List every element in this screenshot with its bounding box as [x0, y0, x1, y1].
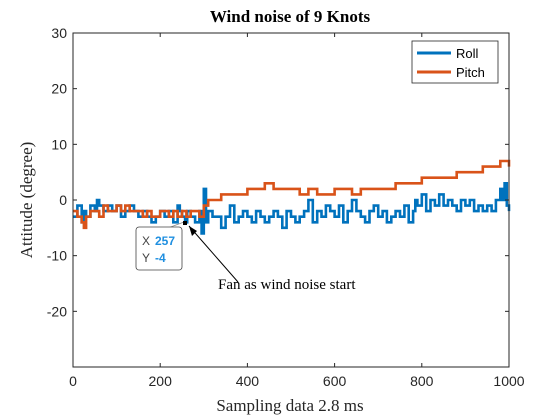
datatip-box — [135, 226, 183, 271]
legend-roll-label: Roll — [456, 46, 479, 61]
y-tick-label: 30 — [51, 25, 67, 41]
plot-area — [73, 33, 509, 367]
legend-pitch-label: Pitch — [456, 65, 485, 80]
series-layer — [73, 159, 511, 235]
y-tick-label: 10 — [51, 136, 67, 152]
x-tick-label: 0 — [69, 373, 77, 389]
annotation: Fan as wind noise start — [188, 225, 356, 293]
x-axis: 0 200 400 600 800 1000 — [69, 33, 525, 389]
datatip-marker — [183, 221, 187, 225]
x-tick-label: 1000 — [493, 373, 524, 389]
datatip-y-value: -4 — [155, 251, 166, 265]
x-tick-label: 800 — [410, 373, 434, 389]
datatip-y-key: Y — [142, 251, 150, 265]
y-tick-label: -10 — [47, 248, 67, 264]
x-tick-label: 600 — [323, 373, 347, 389]
datatip-x-key: X — [142, 234, 150, 248]
annotation-arrowhead — [189, 226, 197, 236]
y-tick-label: -20 — [47, 303, 67, 319]
x-tick-label: 200 — [149, 373, 173, 389]
datatip-x-value: 257 — [155, 234, 175, 248]
legend[interactable]: Roll Pitch — [411, 40, 499, 84]
annotation-arrow-line — [188, 225, 239, 283]
annotation-text: Fan as wind noise start — [218, 277, 356, 293]
datatip[interactable]: X 257 Y -4 — [135, 221, 187, 271]
series-line-pitch — [73, 159, 511, 230]
y-axis-label: Attitude (degree) — [17, 142, 36, 259]
y-tick-label: 20 — [51, 81, 67, 97]
y-axis: -20 -10 0 10 20 30 — [47, 25, 509, 319]
chart-title: Wind noise of 9 Knots — [210, 7, 371, 26]
x-tick-label: 400 — [236, 373, 260, 389]
legend-box — [411, 40, 499, 84]
x-axis-label: Sampling data 2.8 ms — [216, 396, 363, 415]
y-tick-label: 0 — [59, 192, 67, 208]
